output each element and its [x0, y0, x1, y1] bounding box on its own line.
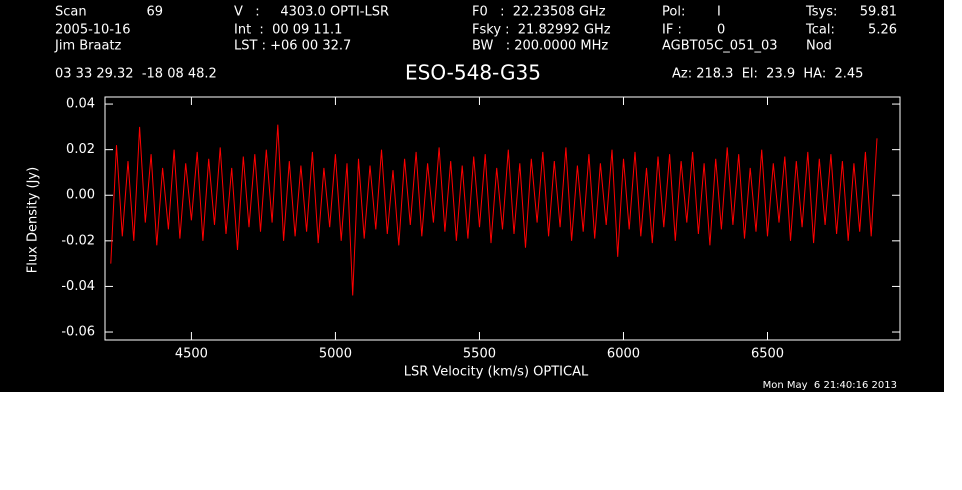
x-tick-label: 4500 [175, 347, 208, 362]
header-info: Tsys: [805, 5, 837, 20]
header-info: I [717, 5, 721, 20]
y-tick-label: -0.02 [61, 233, 95, 248]
header-info: F0 : 22.23508 GHz [472, 5, 606, 20]
header-info: 03 33 29.32 -18 08 48.2 [55, 67, 217, 82]
chart: ESO-548-G35 LSR Velocity (km/s) OPTICAL … [0, 0, 944, 392]
x-tick-label: 5000 [319, 347, 352, 362]
timestamp: Mon May 6 21:40:16 2013 [763, 380, 897, 391]
header-info: Jim Braatz [54, 39, 122, 54]
spectrum-line [110, 124, 878, 296]
x-tick-label: 5500 [463, 347, 496, 362]
header-info: Tcal: [805, 23, 835, 38]
header-info: Az: 218.3 El: 23.9 HA: 2.45 [672, 67, 863, 82]
header-info: LST : +06 00 32.7 [234, 39, 351, 54]
header-info: Fsky : 21.82992 GHz [472, 23, 611, 38]
y-axis-label: Flux Density (Jy) [26, 167, 41, 273]
header-info: 5.26 [868, 23, 897, 38]
y-tick-label: 0.04 [66, 97, 95, 112]
header-info: AGBT05C_051_03 [662, 39, 778, 54]
y-tick-label: 0.02 [66, 142, 95, 157]
y-tick-label: -0.04 [61, 279, 95, 294]
header-info: 69 [146, 5, 163, 20]
header-info: Pol: [662, 5, 685, 20]
y-tick-label: -0.06 [61, 325, 95, 340]
x-axis-label: LSR Velocity (km/s) OPTICAL [404, 365, 589, 380]
x-tick-label: 6500 [751, 347, 784, 362]
x-tick-label: 6000 [607, 347, 640, 362]
header-info: 59.81 [860, 5, 897, 20]
header-info: Nod [806, 39, 832, 54]
header-info: Int : 00 09 11.1 [234, 23, 342, 38]
header-info: 0 [717, 23, 725, 38]
header-info: IF : [662, 23, 682, 38]
chart-title: ESO-548-G35 [405, 61, 541, 85]
header-info: V : 4303.0 OPTI-LSR [234, 5, 389, 20]
header-info: BW : 200.0000 MHz [472, 39, 608, 54]
plot-frame [104, 96, 901, 341]
header-info: Scan [55, 5, 87, 20]
y-tick-label: 0.00 [66, 188, 95, 203]
header-info: 2005-10-16 [55, 23, 131, 38]
